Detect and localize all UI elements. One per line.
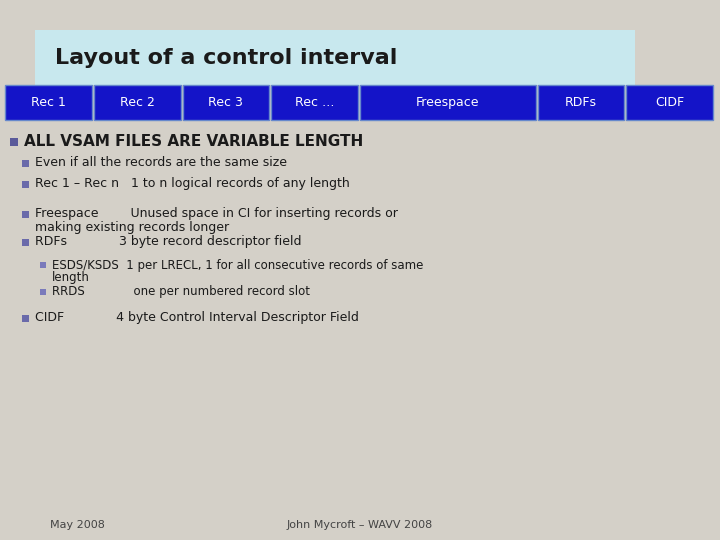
FancyBboxPatch shape [360, 85, 536, 120]
FancyBboxPatch shape [10, 138, 18, 146]
FancyBboxPatch shape [22, 180, 29, 187]
Text: RDFs: RDFs [565, 96, 597, 109]
Text: CIDF             4 byte Control Interval Descriptor Field: CIDF 4 byte Control Interval Descriptor … [35, 312, 359, 325]
Text: Freespace: Freespace [416, 96, 480, 109]
Text: Rec 1: Rec 1 [31, 96, 66, 109]
FancyBboxPatch shape [271, 85, 358, 120]
FancyBboxPatch shape [40, 262, 46, 268]
Text: Rec 2: Rec 2 [120, 96, 155, 109]
Text: Even if all the records are the same size: Even if all the records are the same siz… [35, 157, 287, 170]
Text: John Mycroft – WAVV 2008: John Mycroft – WAVV 2008 [287, 520, 433, 530]
Text: length: length [52, 272, 90, 285]
Text: ALL VSAM FILES ARE VARIABLE LENGTH: ALL VSAM FILES ARE VARIABLE LENGTH [24, 134, 364, 150]
FancyBboxPatch shape [94, 85, 181, 120]
FancyBboxPatch shape [22, 239, 29, 246]
Text: May 2008: May 2008 [50, 520, 105, 530]
FancyBboxPatch shape [5, 85, 91, 120]
Text: Freespace        Unused space in CI for inserting records or: Freespace Unused space in CI for inserti… [35, 207, 398, 220]
Text: Rec …: Rec … [295, 96, 334, 109]
FancyBboxPatch shape [538, 85, 624, 120]
Text: RDFs             3 byte record descriptor field: RDFs 3 byte record descriptor field [35, 235, 302, 248]
FancyBboxPatch shape [40, 289, 46, 295]
Text: RRDS             one per numbered record slot: RRDS one per numbered record slot [52, 286, 310, 299]
FancyBboxPatch shape [22, 159, 29, 166]
FancyBboxPatch shape [626, 85, 713, 120]
Text: Rec 1 – Rec n   1 to n logical records of any length: Rec 1 – Rec n 1 to n logical records of … [35, 178, 350, 191]
Text: making existing records longer: making existing records longer [35, 221, 229, 234]
Text: Layout of a control interval: Layout of a control interval [55, 48, 397, 68]
FancyBboxPatch shape [182, 85, 269, 120]
Text: ESDS/KSDS  1 per LRECL, 1 for all consecutive records of same: ESDS/KSDS 1 per LRECL, 1 for all consecu… [52, 259, 423, 272]
Text: CIDF: CIDF [655, 96, 684, 109]
FancyBboxPatch shape [35, 30, 635, 85]
FancyBboxPatch shape [22, 314, 29, 321]
FancyBboxPatch shape [22, 211, 29, 218]
Text: Rec 3: Rec 3 [208, 96, 243, 109]
